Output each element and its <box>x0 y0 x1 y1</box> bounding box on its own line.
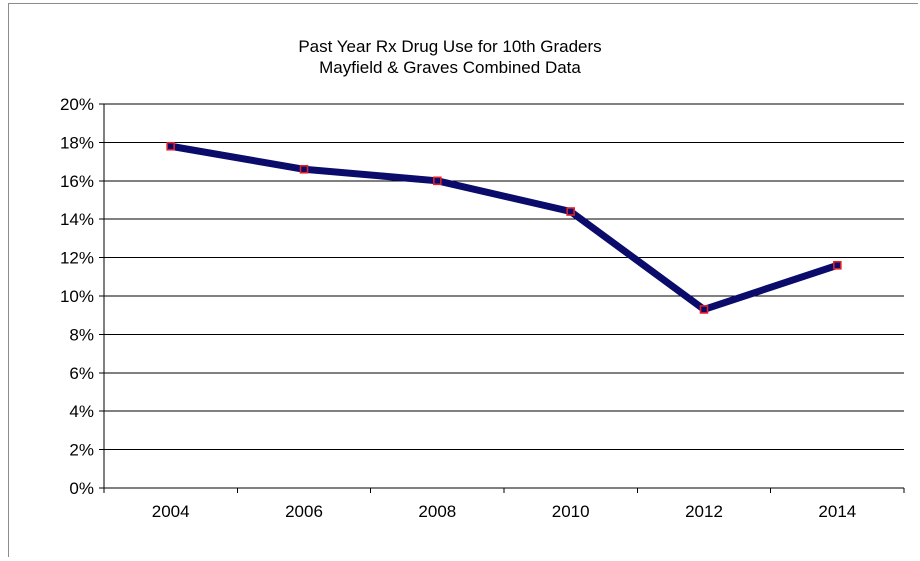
chart-title-line-1: Past Year Rx Drug Use for 10th Graders <box>298 37 601 56</box>
y-tick-label: 0% <box>69 479 94 498</box>
y-tick-label: 18% <box>60 133 94 152</box>
chart-frame <box>8 3 918 557</box>
x-tick-label-2008: 2008 <box>418 502 456 521</box>
y-tick-label: 12% <box>60 249 94 268</box>
y-tick-label: 16% <box>60 172 94 191</box>
gridlines <box>104 103 904 451</box>
x-tick-label-2010: 2010 <box>552 502 590 521</box>
data-point-2004 <box>166 141 175 151</box>
data-point-2008 <box>433 176 442 186</box>
axes <box>99 103 905 493</box>
chart-title: Past Year Rx Drug Use for 10th Graders Ma… <box>298 37 601 77</box>
data-points <box>166 141 842 314</box>
x-tick-label-2014: 2014 <box>818 502 856 521</box>
y-tick-label: 14% <box>60 210 94 229</box>
data-point-2014 <box>833 260 842 270</box>
y-tick-label: 2% <box>69 441 94 460</box>
y-tick-label: 8% <box>69 325 94 344</box>
data-point-2012 <box>699 305 709 314</box>
series-lines <box>167 142 841 313</box>
y-axis-tick-labels: 0% 2% 4% 6% 8% 10% 12% 14% 16% 18% 20% <box>60 95 94 498</box>
x-tick-label-2006: 2006 <box>285 502 323 521</box>
x-tick-label-2012: 2012 <box>685 502 723 521</box>
y-tick-label: 4% <box>69 402 94 421</box>
y-tick-label: 6% <box>69 364 94 383</box>
y-tick-label: 20% <box>60 95 94 114</box>
data-point-2006 <box>299 164 309 174</box>
chart-title-line-2: Mayfield & Graves Combined Data <box>319 58 581 77</box>
x-axis-tick-labels: 2004 2006 2008 2010 2012 2014 <box>152 502 856 521</box>
x-tick-label-2004: 2004 <box>152 502 190 521</box>
series-line-0 <box>167 142 841 313</box>
data-point-2010 <box>566 207 575 216</box>
y-tick-label: 10% <box>60 287 94 306</box>
